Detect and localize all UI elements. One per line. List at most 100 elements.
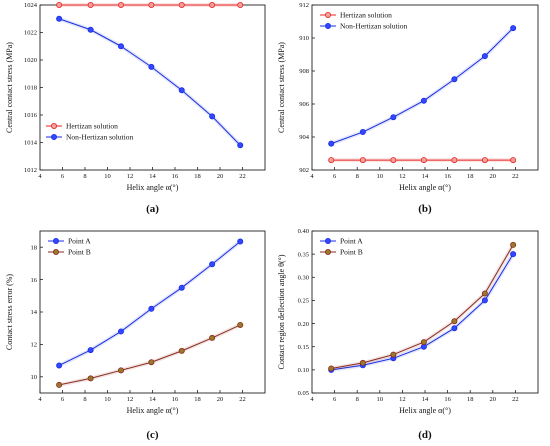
series-2 (328, 241, 517, 372)
legend-entry: Hertizan solution (66, 122, 118, 131)
legend-entry: Point B (68, 248, 91, 257)
data-point (481, 53, 488, 60)
legend-entry: Point A (68, 237, 91, 246)
data-point (481, 290, 488, 297)
data-point (178, 87, 185, 94)
legend-swatch-marker (51, 133, 58, 140)
panel-label: (d) (418, 429, 432, 441)
legend-entry: Hertizan solution (340, 11, 392, 20)
x-tick-label: 20 (490, 396, 497, 403)
series-2 (328, 25, 517, 147)
y-tick-label: 18 (31, 244, 38, 251)
y-tick-label: 0.25 (298, 298, 309, 305)
x-tick-label: 10 (104, 396, 111, 403)
x-tick-label: 4 (310, 173, 314, 180)
data-point (481, 297, 488, 304)
data-point (328, 157, 335, 164)
x-tick-label: 8 (83, 396, 86, 403)
series-1 (328, 251, 517, 373)
y-tick-label: 0.05 (298, 390, 309, 397)
y-tick-label: 0.10 (298, 367, 309, 374)
x-tick-label: 20 (217, 173, 224, 180)
legend: Hertizan solution Non-Hertizan solution (46, 122, 134, 142)
y-tick-label: 10 (31, 374, 38, 381)
series-line-glow (58, 323, 242, 387)
legend-swatch-marker (51, 123, 58, 130)
x-tick-label: 22 (512, 173, 519, 180)
plot-frame (39, 4, 266, 171)
data-point (510, 241, 517, 248)
chart-panel-2: 4 6 8 10 12 14 16 18 20 22 902 904 906 908 910 912 Helix… (277, 2, 539, 215)
y-tick-label: 0.35 (298, 251, 309, 258)
y-tick-label: 0.15 (298, 344, 309, 351)
data-point (178, 2, 185, 8)
y-tick-label: 908 (299, 68, 309, 75)
legend-swatch-marker (324, 11, 331, 18)
legend-entry: Point B (340, 248, 363, 257)
legend-entry: Non-Hertizan solution (340, 22, 408, 31)
data-point (451, 76, 458, 83)
series-line-glow (58, 239, 242, 368)
y-tick-label: 1022 (24, 30, 37, 37)
legend: Hertizan solution Non-Hertizan solution (320, 11, 408, 31)
series-line-glow (330, 243, 515, 371)
x-tick-label: 22 (512, 396, 519, 403)
chart-panel-3: 4 6 8 10 12 14 16 18 20 22 10 12 14 16 18 Helix angle α… (5, 230, 266, 441)
x-tick-label: 18 (194, 396, 201, 403)
data-point (237, 142, 244, 149)
data-point (56, 15, 63, 22)
y-tick-label: 1012 (24, 167, 37, 174)
data-point (328, 365, 335, 372)
data-point (420, 339, 427, 346)
x-tick-label: 22 (239, 396, 246, 403)
x-axis-title: Helix angle α(°) (127, 406, 179, 415)
data-point (390, 114, 397, 121)
data-point (118, 328, 125, 335)
x-tick-label: 16 (172, 173, 179, 180)
series-line-glow (330, 26, 515, 146)
x-tick-label: 10 (104, 173, 111, 180)
data-point (87, 2, 94, 8)
x-tick-label: 20 (490, 173, 497, 180)
x-tick-label: 10 (377, 396, 384, 403)
x-tick-label: 8 (356, 173, 359, 180)
series-1 (328, 157, 517, 164)
x-tick-label: 16 (172, 396, 179, 403)
series-1 (56, 2, 244, 8)
series-2 (56, 321, 244, 388)
x-tick-label: 14 (422, 396, 429, 403)
data-point (510, 25, 517, 32)
data-point (359, 129, 366, 136)
data-point (420, 97, 427, 104)
legend-swatch-marker (324, 237, 331, 244)
data-point (209, 261, 216, 268)
series-line (331, 244, 514, 369)
x-tick-label: 18 (467, 396, 474, 403)
series-line-glow (330, 253, 515, 372)
y-tick-label: 912 (299, 2, 309, 9)
data-point (237, 321, 244, 328)
chart-panel-4: 4 6 8 10 12 14 16 18 20 22 0.05 0.10 0.15 0.20 0.25 0.3… (277, 228, 539, 441)
x-tick-label: 12 (127, 396, 134, 403)
x-tick-label: 10 (377, 173, 384, 180)
y-tick-label: 0.30 (298, 274, 309, 281)
y-tick-label: 1020 (24, 57, 37, 64)
data-point (87, 347, 94, 354)
data-point (359, 157, 366, 164)
data-point (148, 2, 155, 8)
x-tick-label: 14 (149, 173, 156, 180)
data-point (118, 367, 125, 374)
y-tick-label: 904 (299, 134, 310, 141)
x-tick-label: 12 (127, 173, 134, 180)
series-line (331, 27, 514, 145)
x-tick-label: 6 (61, 173, 65, 180)
chart-panel-1: 4 6 8 10 12 14 16 18 20 2210121014101610181020102… (5, 2, 266, 215)
y-tick-label: 1024 (24, 2, 38, 9)
data-point (390, 157, 397, 164)
series-line (58, 241, 241, 366)
y-tick-label: 906 (299, 101, 310, 108)
legend-entry: Point A (340, 237, 363, 246)
legend-swatch-marker (53, 237, 60, 244)
data-point (118, 43, 125, 50)
